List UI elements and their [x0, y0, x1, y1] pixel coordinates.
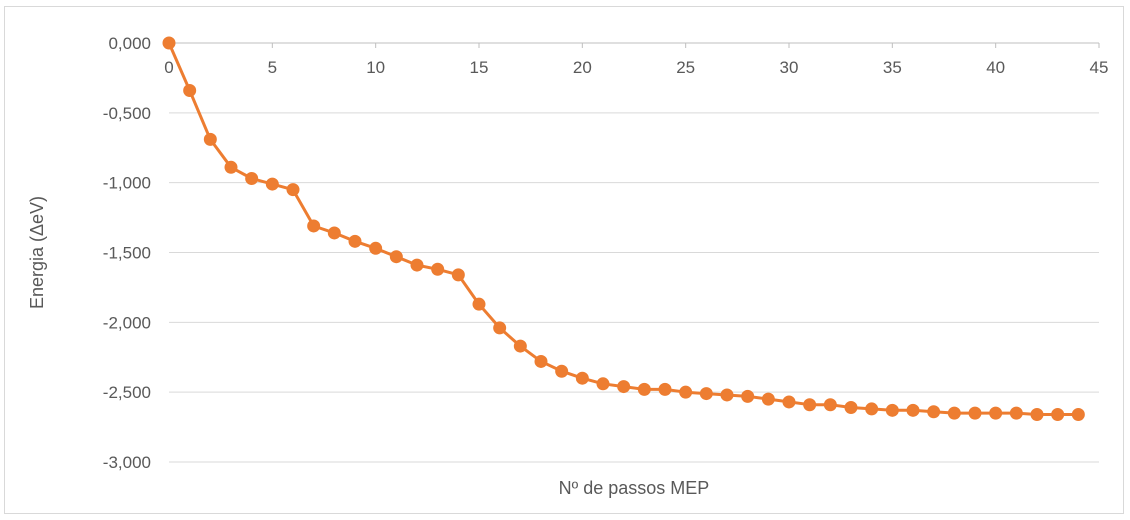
y-tick-label: -2,000 — [103, 313, 151, 332]
y-axis-title: Energia (ΔeV) — [27, 196, 47, 309]
axes — [168, 42, 1100, 48]
data-point — [1071, 408, 1085, 422]
data-point — [596, 377, 610, 391]
x-tick-label: 30 — [780, 58, 799, 77]
data-point — [307, 219, 321, 233]
y-tick-label: -2,500 — [103, 383, 151, 402]
gridlines — [169, 112, 1099, 463]
data-point — [389, 250, 403, 264]
y-tick-label: -1,500 — [103, 244, 151, 263]
data-point — [1009, 406, 1023, 420]
data-point — [369, 241, 383, 255]
data-point — [472, 297, 486, 311]
x-tick-labels: 0 5 10 15 20 25 30 35 40 45 — [164, 58, 1108, 77]
data-point — [968, 406, 982, 420]
x-tick-label: 20 — [573, 58, 592, 77]
x-tick-label: 25 — [676, 58, 695, 77]
data-point — [906, 403, 920, 417]
data-point — [720, 388, 734, 402]
data-point — [637, 382, 651, 396]
data-point — [451, 268, 465, 282]
data-point — [410, 258, 424, 272]
x-tick-label: 5 — [268, 58, 277, 77]
chart-frame: 0 5 10 15 20 25 30 35 40 45 0,000 -0,500 -1,000 -1,5… — [4, 6, 1124, 514]
x-tick-label: 45 — [1090, 58, 1109, 77]
data-point — [183, 83, 197, 97]
data-point — [761, 392, 775, 406]
x-tick-label: 0 — [164, 58, 173, 77]
data-point — [844, 401, 858, 415]
data-point — [1030, 408, 1044, 422]
series-line-0 — [167, 42, 1079, 416]
data-point — [741, 389, 755, 403]
data-point — [534, 354, 548, 368]
data-point — [575, 371, 589, 385]
y-tick-label: -1,000 — [103, 174, 151, 193]
data-point — [823, 398, 837, 412]
data-point — [348, 234, 362, 248]
data-point — [513, 339, 527, 353]
y-tick-label: 0,000 — [108, 34, 151, 53]
y-tick-labels: 0,000 -0,500 -1,000 -1,500 -2,000 -2,500 -3,00… — [103, 34, 151, 472]
x-tick-label: 40 — [986, 58, 1005, 77]
x-axis-title: Nº de passos MEP — [559, 478, 710, 498]
data-point — [203, 132, 217, 146]
line-chart: 0 5 10 15 20 25 30 35 40 45 0,000 -0,500 -1,000 -1,5… — [27, 34, 1108, 498]
data-point — [555, 364, 569, 378]
data-point — [803, 398, 817, 412]
data-point — [224, 160, 238, 174]
data-point — [699, 387, 713, 401]
data-point — [617, 380, 631, 394]
data-point — [245, 171, 259, 185]
x-tick-label: 35 — [883, 58, 902, 77]
data-point — [431, 262, 445, 276]
x-tick-label: 10 — [366, 58, 385, 77]
data-point — [679, 385, 693, 399]
data-point — [162, 36, 176, 50]
y-tick-label: -0,500 — [103, 104, 151, 123]
data-point — [286, 183, 300, 197]
x-tick-label: 15 — [470, 58, 489, 77]
data-point — [865, 402, 879, 416]
data-point — [327, 226, 341, 240]
data-point — [1051, 408, 1065, 422]
y-tick-label: -3,000 — [103, 453, 151, 472]
series — [162, 36, 1085, 422]
data-point — [782, 395, 796, 409]
data-point — [947, 406, 961, 420]
data-point — [989, 406, 1003, 420]
data-point — [927, 405, 941, 419]
data-point — [493, 321, 507, 335]
data-point — [885, 403, 899, 417]
data-point — [265, 177, 279, 191]
data-point — [658, 382, 672, 396]
